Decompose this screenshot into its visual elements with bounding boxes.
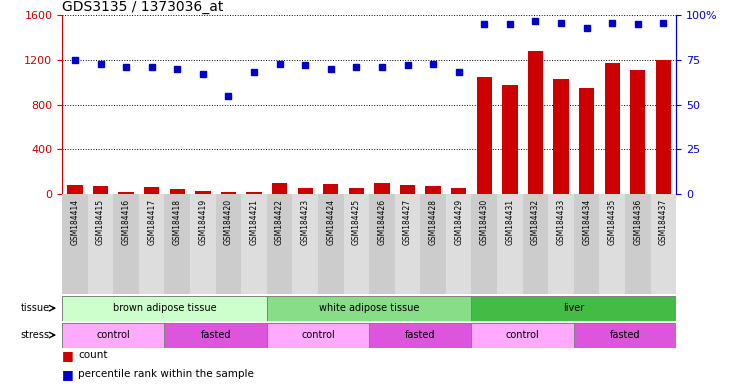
Text: tissue: tissue — [20, 303, 50, 313]
Text: GSM184430: GSM184430 — [480, 199, 489, 245]
Text: liver: liver — [563, 303, 585, 313]
Bar — [164, 194, 190, 294]
Bar — [502, 84, 518, 194]
Text: GSM184431: GSM184431 — [505, 199, 515, 245]
Bar — [395, 194, 420, 294]
Text: GSM184416: GSM184416 — [121, 199, 131, 245]
Bar — [425, 186, 441, 194]
Bar — [625, 194, 651, 294]
Bar — [164, 323, 267, 348]
Bar — [292, 194, 318, 294]
Text: GSM184426: GSM184426 — [377, 199, 387, 245]
Text: GSM184434: GSM184434 — [582, 199, 591, 245]
Text: ■: ■ — [62, 349, 74, 362]
Text: GSM184419: GSM184419 — [198, 199, 208, 245]
Bar — [241, 194, 267, 294]
Bar — [216, 194, 241, 294]
Text: GSM184425: GSM184425 — [352, 199, 361, 245]
Text: GSM184417: GSM184417 — [147, 199, 156, 245]
Bar — [574, 194, 599, 294]
Text: GSM184414: GSM184414 — [70, 199, 80, 245]
Bar — [548, 194, 574, 294]
Bar — [67, 185, 83, 194]
Text: GSM184432: GSM184432 — [531, 199, 540, 245]
Bar — [62, 323, 164, 348]
Text: GSM184435: GSM184435 — [607, 199, 617, 245]
Bar — [630, 70, 645, 194]
Bar — [471, 323, 574, 348]
Text: GSM184420: GSM184420 — [224, 199, 233, 245]
Text: GSM184421: GSM184421 — [249, 199, 259, 245]
Text: GSM184423: GSM184423 — [300, 199, 310, 245]
Bar — [118, 192, 134, 194]
Bar — [267, 296, 471, 321]
Bar — [144, 187, 159, 194]
Text: control: control — [301, 330, 335, 340]
Text: GSM184433: GSM184433 — [556, 199, 566, 245]
Text: white adipose tissue: white adipose tissue — [319, 303, 420, 313]
Bar — [113, 194, 139, 294]
Bar — [93, 186, 108, 194]
Text: GSM184424: GSM184424 — [326, 199, 336, 245]
Text: GSM184436: GSM184436 — [633, 199, 643, 245]
Text: fasted: fasted — [405, 330, 436, 340]
Text: GSM184437: GSM184437 — [659, 199, 668, 245]
Bar — [323, 184, 338, 194]
Bar — [605, 63, 620, 194]
Bar — [246, 192, 262, 194]
Bar — [344, 194, 369, 294]
Text: GSM184418: GSM184418 — [173, 199, 182, 245]
Text: fasted: fasted — [200, 330, 231, 340]
Text: GSM184428: GSM184428 — [428, 199, 438, 245]
Text: fasted: fasted — [610, 330, 640, 340]
Text: percentile rank within the sample: percentile rank within the sample — [78, 369, 254, 379]
Text: GSM184422: GSM184422 — [275, 199, 284, 245]
Bar — [190, 194, 216, 294]
Text: GSM184427: GSM184427 — [403, 199, 412, 245]
Text: count: count — [78, 350, 107, 360]
Bar — [195, 191, 211, 194]
Bar — [477, 77, 492, 194]
Bar — [523, 194, 548, 294]
Bar — [62, 296, 267, 321]
Bar — [139, 194, 164, 294]
Text: stress: stress — [21, 330, 50, 340]
Bar — [553, 79, 569, 194]
Bar — [170, 189, 185, 194]
Text: GSM184415: GSM184415 — [96, 199, 105, 245]
Bar — [221, 192, 236, 194]
Text: GDS3135 / 1373036_at: GDS3135 / 1373036_at — [62, 0, 224, 14]
Bar — [599, 194, 625, 294]
Bar — [88, 194, 113, 294]
Bar — [267, 323, 369, 348]
Bar — [471, 296, 676, 321]
Bar — [62, 194, 88, 294]
Bar — [651, 194, 676, 294]
Text: brown adipose tissue: brown adipose tissue — [113, 303, 216, 313]
Bar — [471, 194, 497, 294]
Bar — [374, 183, 390, 194]
Bar — [369, 194, 395, 294]
Bar — [318, 194, 344, 294]
Text: ■: ■ — [62, 368, 74, 381]
Bar — [420, 194, 446, 294]
Bar — [579, 88, 594, 194]
Bar — [267, 194, 292, 294]
Bar — [400, 185, 415, 194]
Bar — [656, 60, 671, 194]
Bar — [451, 188, 466, 194]
Text: GSM184429: GSM184429 — [454, 199, 463, 245]
Bar — [528, 51, 543, 194]
Bar — [349, 188, 364, 194]
Text: control: control — [506, 330, 539, 340]
Bar — [497, 194, 523, 294]
Bar — [369, 323, 471, 348]
Bar — [298, 188, 313, 194]
Bar — [446, 194, 471, 294]
Text: control: control — [96, 330, 130, 340]
Bar — [574, 323, 676, 348]
Bar — [272, 183, 287, 194]
